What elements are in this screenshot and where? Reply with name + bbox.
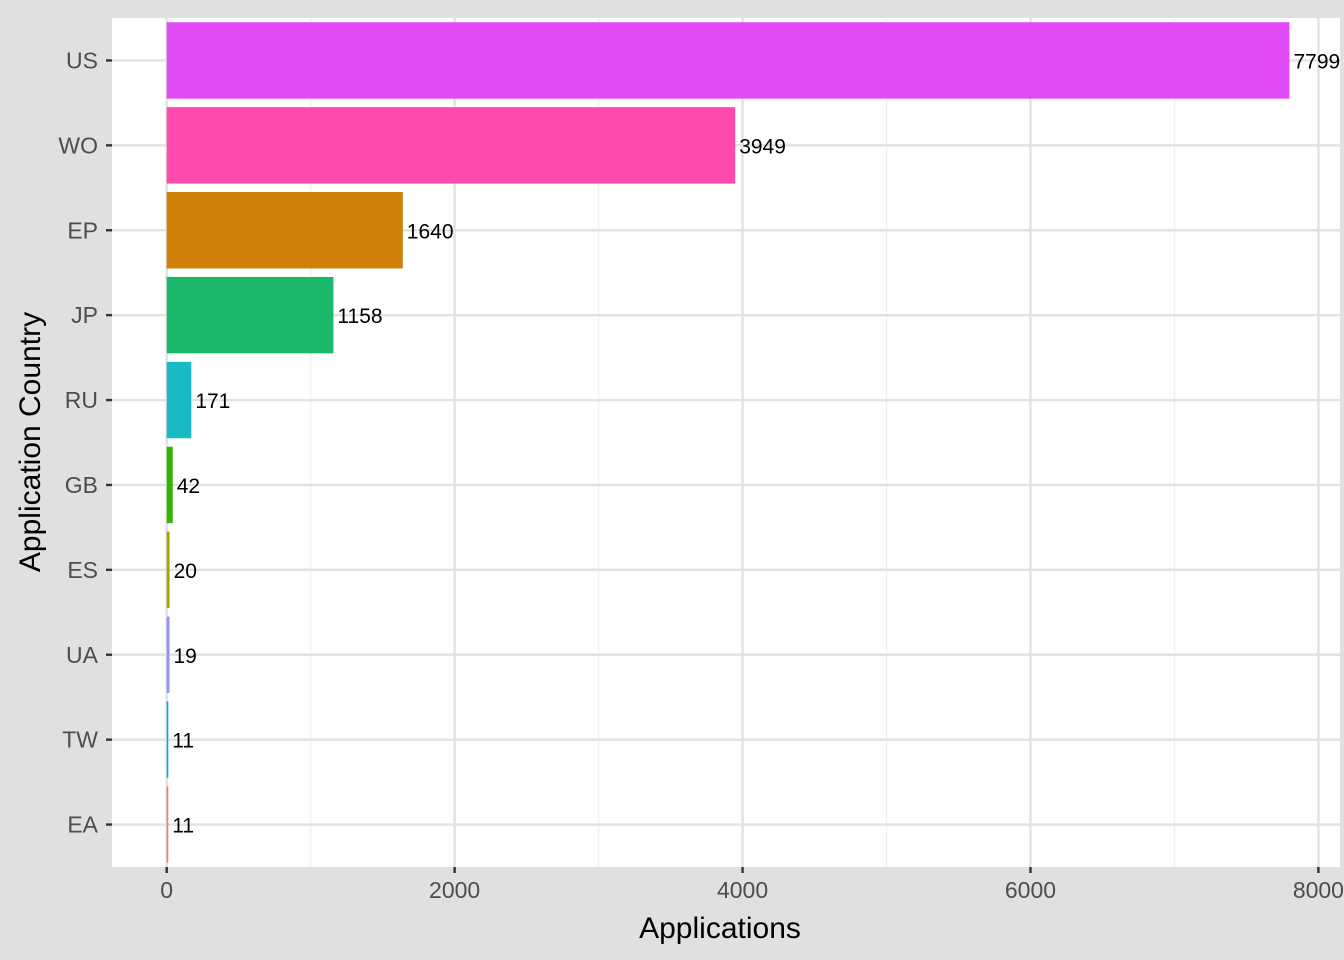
data-label-tw: 11 <box>172 730 194 753</box>
bar-us <box>166 22 1290 99</box>
data-label-us: 7799 <box>1293 50 1340 73</box>
data-label-jp: 1158 <box>337 305 382 328</box>
y-tick-label-ea: EA <box>67 812 98 838</box>
data-label-es: 20 <box>174 560 197 583</box>
data-label-ep: 1640 <box>407 220 454 243</box>
y-tick-label-ru: RU <box>65 387 98 413</box>
bar-ru <box>166 361 192 439</box>
data-label-ea: 11 <box>172 815 194 838</box>
y-tick-label-wo: WO <box>58 132 98 158</box>
bars <box>166 22 1290 863</box>
x-tick-label: 4000 <box>717 877 768 903</box>
y-tick-label-ua: UA <box>66 642 99 668</box>
bar-ea <box>166 786 169 863</box>
data-label-wo: 3949 <box>739 135 786 158</box>
y-tick-label-gb: GB <box>65 472 98 498</box>
data-label-gb: 42 <box>177 475 200 498</box>
bar-gb <box>166 446 173 524</box>
x-tick-label: 8000 <box>1293 877 1344 903</box>
x-tick-label: 0 <box>160 877 173 903</box>
bar-jp <box>166 276 334 354</box>
y-tick-label-tw: TW <box>62 727 98 753</box>
bar-tw <box>166 701 169 778</box>
y-tick-label-ep: EP <box>67 217 98 243</box>
bar-wo <box>166 107 736 184</box>
data-label-ua: 19 <box>173 645 196 668</box>
x-tick-label: 6000 <box>1005 877 1056 903</box>
bar-ua <box>166 616 170 693</box>
axes: US WO EP JP RU GB ES UA TW EA 0 2000 4000 6000 8000 <box>58 47 1344 903</box>
x-tick-label: 2000 <box>429 877 480 903</box>
bar-ep <box>166 192 403 269</box>
y-tick-label-jp: JP <box>71 302 98 328</box>
data-labels: 7799 3949 1640 1158 171 42 20 19 11 11 <box>172 50 1340 837</box>
data-label-ru: 171 <box>195 390 230 413</box>
bar-es <box>166 531 170 609</box>
y-tick-label-us: US <box>66 47 98 73</box>
x-axis-title: Applications <box>639 912 801 945</box>
y-tick-label-es: ES <box>67 557 98 583</box>
y-axis-title: Application Country <box>14 312 47 572</box>
